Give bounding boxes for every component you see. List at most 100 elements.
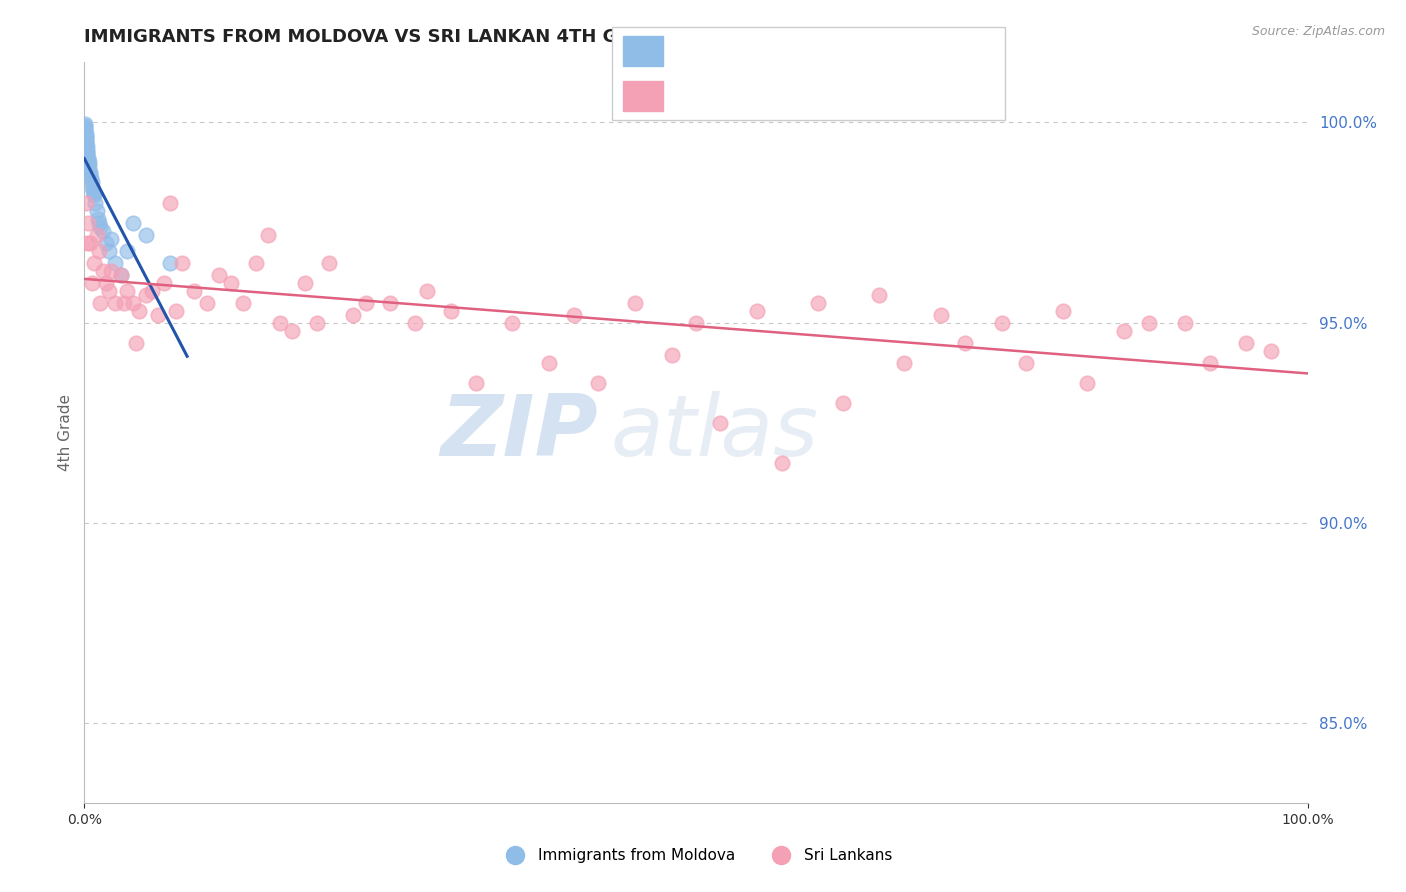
Point (75, 131, 97, 145)
Point (75, 129, 97, 144)
Point (1236, 335, 1258, 350)
Point (75, 137, 97, 152)
Point (269, 316, 291, 330)
Point (76, 235, 98, 250)
Point (82, 179, 104, 194)
Point (342, 308, 364, 322)
Point (562, 308, 585, 322)
Point (80, 171, 103, 186)
Legend: Immigrants from Moldova, Sri Lankans: Immigrants from Moldova, Sri Lankans (494, 842, 898, 869)
Point (96, 235, 118, 250)
Point (195, 295, 218, 310)
Point (96, 276, 118, 290)
Point (354, 295, 377, 310)
Point (404, 316, 426, 330)
Point (141, 284, 163, 298)
Bar (623, 36, 662, 66)
Point (770, 456, 793, 470)
Point (80, 176, 103, 190)
Text: R = -0.068    N = 72: R = -0.068 N = 72 (675, 87, 891, 105)
Point (75, 121, 97, 136)
Point (73, 118, 96, 132)
Point (953, 335, 976, 350)
Point (77, 160, 100, 174)
Point (416, 284, 439, 298)
Point (219, 276, 242, 290)
Point (112, 295, 135, 310)
Point (159, 195, 181, 210)
Point (586, 376, 609, 390)
Point (153, 276, 176, 290)
Point (125, 335, 148, 350)
Point (89, 295, 111, 310)
Text: Source: ZipAtlas.com: Source: ZipAtlas.com (1251, 25, 1385, 38)
Point (685, 316, 707, 330)
Point (84, 195, 107, 210)
Point (929, 308, 952, 322)
Point (709, 416, 731, 430)
Point (86, 203, 108, 218)
Point (75, 128, 97, 142)
Point (831, 395, 853, 409)
Text: ZIP: ZIP (440, 391, 598, 475)
Point (440, 303, 463, 318)
Point (83, 255, 105, 269)
Point (75, 195, 97, 210)
Point (89, 219, 111, 234)
Point (75, 133, 97, 147)
Point (380, 295, 402, 310)
Point (183, 284, 205, 298)
Point (1052, 303, 1074, 318)
Point (77, 157, 100, 171)
Point (747, 303, 769, 318)
Point (83, 187, 105, 202)
Point (1137, 316, 1160, 330)
Point (1015, 355, 1038, 369)
Point (122, 295, 145, 310)
Point (294, 276, 316, 290)
Point (100, 231, 122, 245)
Point (86, 227, 108, 242)
Point (232, 295, 254, 310)
Point (76, 147, 98, 161)
Point (115, 284, 138, 298)
Point (464, 376, 486, 390)
Point (91, 263, 114, 277)
Point (75, 136, 97, 150)
Point (1174, 316, 1197, 330)
Point (76, 139, 98, 153)
Point (79, 165, 101, 179)
Point (245, 255, 267, 269)
Point (110, 268, 132, 282)
Point (122, 215, 145, 229)
Y-axis label: 4th Grade: 4th Grade (58, 394, 73, 471)
Point (318, 255, 340, 269)
Point (1198, 355, 1220, 369)
Text: atlas: atlas (610, 391, 818, 475)
Point (281, 324, 304, 338)
Point (82, 184, 104, 198)
Text: IMMIGRANTS FROM MOLDOVA VS SRI LANKAN 4TH GRADE CORRELATION CHART: IMMIGRANTS FROM MOLDOVA VS SRI LANKAN 4T… (84, 28, 894, 45)
Point (128, 303, 150, 318)
Point (1076, 376, 1098, 390)
Point (87, 244, 110, 258)
Point (110, 268, 132, 282)
Point (1260, 343, 1282, 358)
Point (97, 244, 120, 258)
Point (159, 255, 181, 269)
Point (76, 145, 98, 160)
Point (208, 268, 231, 282)
FancyBboxPatch shape (612, 27, 1005, 120)
Point (115, 244, 138, 258)
Point (77, 155, 100, 169)
Point (83, 186, 105, 200)
Point (991, 316, 1014, 330)
Point (100, 263, 122, 277)
Point (76, 144, 98, 158)
Point (135, 227, 157, 242)
Point (538, 355, 561, 369)
Point (91, 223, 114, 237)
Point (104, 255, 127, 269)
Point (869, 287, 891, 301)
Point (77, 152, 100, 166)
